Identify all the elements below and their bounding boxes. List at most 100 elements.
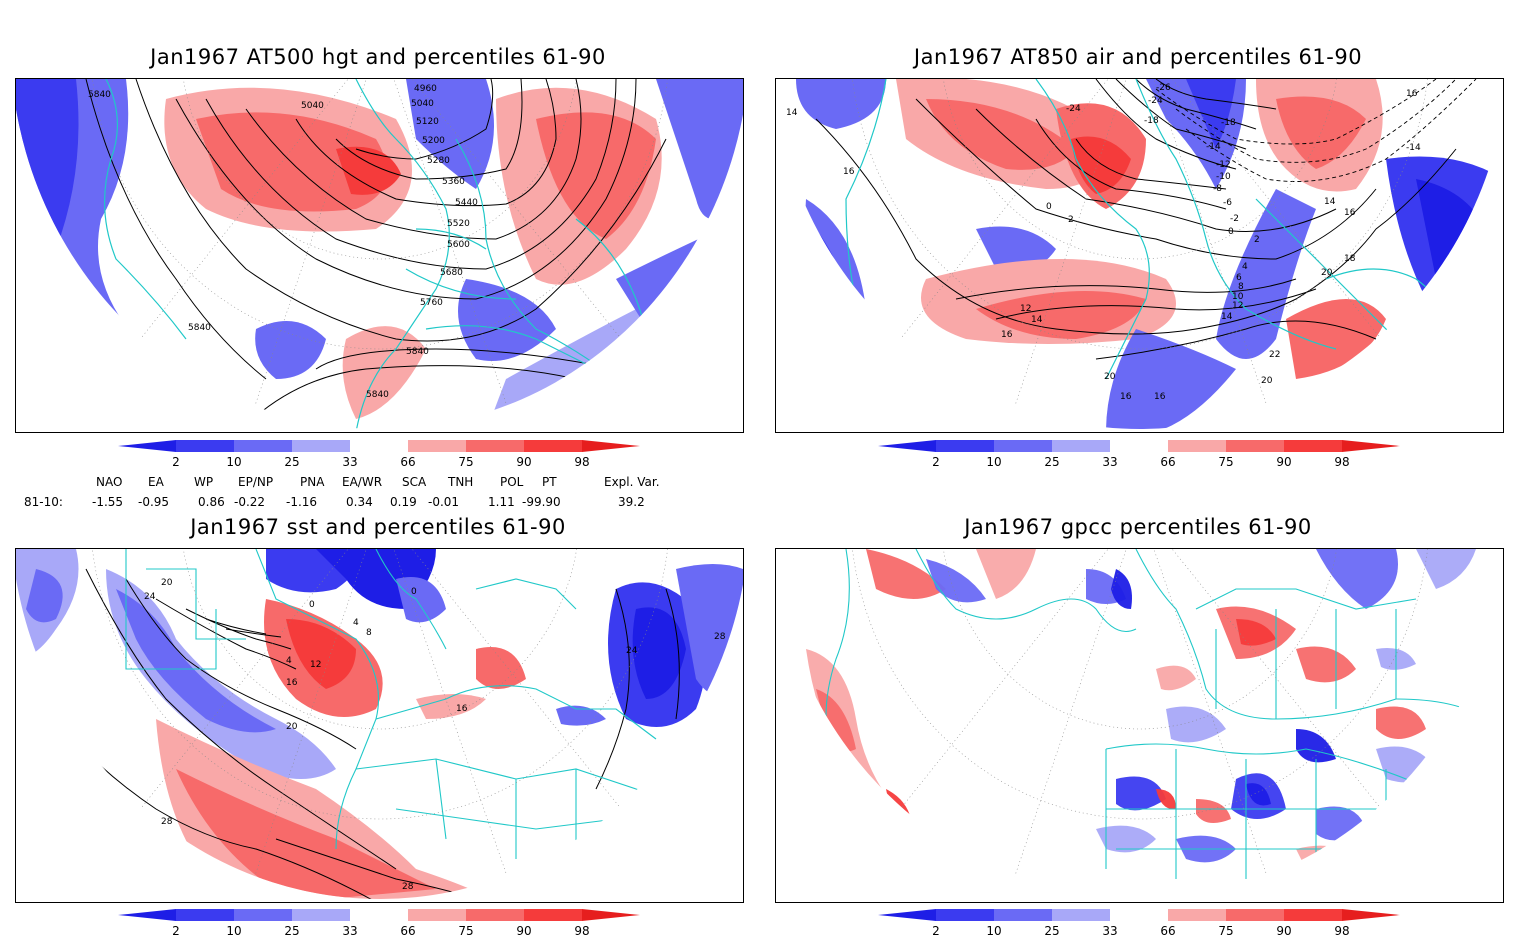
- colorbar-tick-label: 25: [284, 455, 299, 468]
- svg-text:2: 2: [1254, 235, 1260, 245]
- colorbar-segment-lt2: [878, 909, 936, 921]
- svg-text:5840: 5840: [406, 347, 429, 357]
- svg-text:4960: 4960: [414, 84, 437, 94]
- colorbar-tick-label: 2: [172, 924, 180, 937]
- colorbar-segment-lt2: [878, 440, 936, 452]
- svg-text:16: 16: [843, 167, 855, 177]
- svg-text:-8: -8: [1213, 184, 1222, 194]
- svg-text:10: 10: [1232, 292, 1244, 302]
- svg-text:5600: 5600: [447, 240, 470, 250]
- svg-text:14: 14: [1221, 312, 1233, 322]
- colorbar-segment-b33: [292, 909, 350, 921]
- colorbar-segment-w: [350, 440, 408, 452]
- colorbar-tick-label: 33: [342, 924, 357, 937]
- colorbar-segment-lt2: [118, 440, 176, 452]
- index-header: WP: [194, 475, 214, 489]
- contour-labels-air: 14 16 -24 -26 -24 -18 -18 -14 -12 -10 -8…: [786, 83, 1421, 402]
- svg-text:5040: 5040: [411, 99, 434, 109]
- svg-text:4: 4: [1242, 262, 1248, 272]
- svg-text:4: 4: [353, 618, 359, 628]
- colorbar-tick-label: 66: [1160, 924, 1175, 937]
- colorbar-tick-label: 90: [516, 455, 531, 468]
- svg-text:0: 0: [309, 600, 315, 610]
- index-header: Expl. Var.: [604, 475, 660, 489]
- colorbar-tick-label: 98: [574, 455, 589, 468]
- colorbar-tick-label: 10: [986, 455, 1001, 468]
- svg-text:16: 16: [1120, 392, 1132, 402]
- colorbar-segment-b10: [176, 440, 234, 452]
- svg-text:20: 20: [1261, 376, 1273, 386]
- svg-text:28: 28: [161, 817, 173, 827]
- colorbar-tick-label: 75: [1218, 455, 1233, 468]
- colorbar-segment-gt98: [1342, 909, 1400, 921]
- svg-text:-24: -24: [1148, 96, 1163, 106]
- colorbar-tick-label: 75: [458, 455, 473, 468]
- svg-text:5520: 5520: [447, 219, 470, 229]
- colorbar-tick-label: 10: [986, 924, 1001, 937]
- map-panel-gpcc[interactable]: [775, 548, 1504, 903]
- svg-text:-6: -6: [1223, 198, 1232, 208]
- colorbar-segment-b25: [234, 909, 292, 921]
- svg-text:24: 24: [626, 646, 638, 656]
- colorbar-tick-label: 2: [932, 455, 940, 468]
- svg-text:20: 20: [161, 578, 173, 588]
- colorbar-segment-b25: [994, 909, 1052, 921]
- index-header: EA/WR: [342, 475, 383, 489]
- index-header: SCA: [402, 475, 427, 489]
- svg-text:-12: -12: [1216, 160, 1231, 170]
- svg-text:16: 16: [1001, 330, 1013, 340]
- map-air: 14 16 -24 -26 -24 -18 -18 -14 -12 -10 -8…: [776, 79, 1503, 429]
- svg-text:14: 14: [1324, 197, 1336, 207]
- colorbar-segment-r75: [466, 909, 524, 921]
- colorbar-tick-label: 33: [1102, 455, 1117, 468]
- colorbar-tick-label: 66: [400, 924, 415, 937]
- colorbar-segment-r90: [1284, 909, 1342, 921]
- svg-text:5840: 5840: [188, 323, 211, 333]
- colorbar-segment-w: [1110, 440, 1168, 452]
- colorbar-sst: 2 10 25 33 66 75 90 98: [118, 909, 640, 937]
- colorbar-segment-b10: [936, 440, 994, 452]
- colorbar-tick-label: 10: [226, 455, 241, 468]
- svg-text:-24: -24: [1066, 104, 1081, 114]
- index-value: -1.55: [92, 495, 124, 509]
- colorbar-segment-w: [1110, 909, 1168, 921]
- svg-text:0: 0: [1228, 227, 1234, 237]
- index-header: PNA: [300, 475, 325, 489]
- svg-text:5680: 5680: [440, 268, 463, 278]
- colorbar-segment-r75: [1226, 909, 1284, 921]
- svg-text:8: 8: [366, 628, 372, 638]
- contour-labels-hgt: 5840 5040 4960 5040 5120 5200 5280 5360 …: [88, 84, 478, 400]
- index-header: EP/NP: [238, 475, 274, 489]
- svg-text:5040: 5040: [301, 101, 324, 111]
- index-header: TNH: [448, 475, 474, 489]
- svg-text:14: 14: [1031, 315, 1043, 325]
- index-value: 0.34: [346, 495, 373, 509]
- colorbar-tick-label: 33: [1102, 924, 1117, 937]
- index-value: 39.2: [618, 495, 645, 509]
- index-value: -0.01: [428, 495, 460, 509]
- index-header: PT: [542, 475, 557, 489]
- index-value: -0.95: [138, 495, 170, 509]
- svg-text:2: 2: [1068, 215, 1074, 225]
- svg-text:5360: 5360: [442, 177, 465, 187]
- svg-text:24: 24: [144, 592, 156, 602]
- map-panel-hgt[interactable]: 5840 5040 4960 5040 5120 5200 5280 5360 …: [15, 78, 744, 433]
- svg-text:5760: 5760: [420, 298, 443, 308]
- svg-text:16: 16: [286, 678, 298, 688]
- svg-text:-14: -14: [1406, 143, 1421, 153]
- panel-title-gpcc: Jan1967 gpcc percentiles 61-90: [964, 515, 1312, 539]
- map-panel-air[interactable]: 14 16 -24 -26 -24 -18 -18 -14 -12 -10 -8…: [775, 78, 1504, 433]
- map-panel-sst[interactable]: 24 20 0 4 8 12 16 4 20 28 28 24 28 16 0: [15, 548, 744, 903]
- svg-text:20: 20: [1104, 372, 1116, 382]
- index-value: 0.86: [198, 495, 225, 509]
- colorbar-tick-label: 66: [400, 455, 415, 468]
- colorbar-tick-label: 98: [1334, 924, 1349, 937]
- colorbar-segment-r90: [524, 909, 582, 921]
- svg-text:0: 0: [411, 587, 417, 597]
- svg-text:14: 14: [786, 108, 798, 118]
- colorbar-tick-label: 25: [1044, 455, 1059, 468]
- svg-text:-14: -14: [1206, 142, 1221, 152]
- colorbar-segment-r75: [1226, 440, 1284, 452]
- svg-text:18: 18: [1344, 254, 1356, 264]
- index-value: -0.22: [234, 495, 266, 509]
